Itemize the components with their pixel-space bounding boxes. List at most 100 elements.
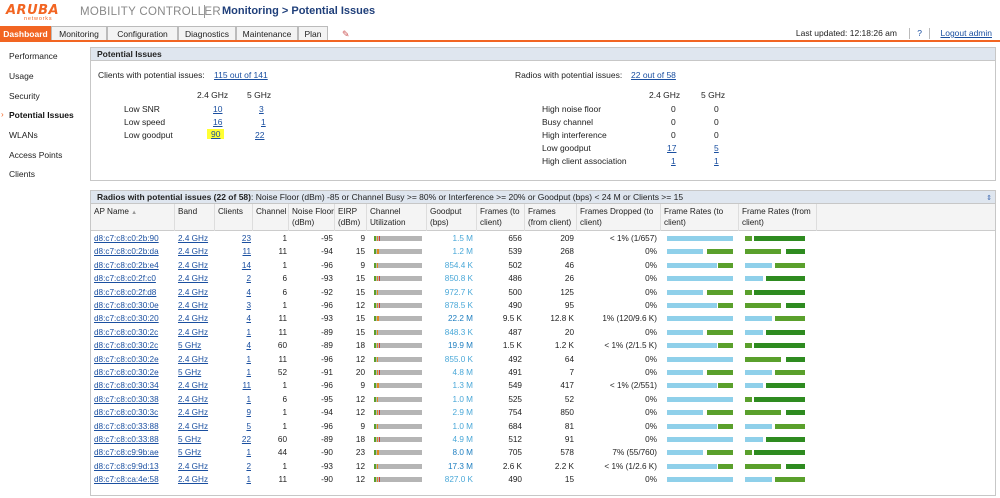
band-link[interactable]: 2.4 GHz (178, 274, 209, 284)
band-link[interactable]: 2.4 GHz (178, 381, 209, 391)
ap-name-link[interactable]: d8:c7:c8:c0:30:2e (94, 354, 159, 364)
clients-link[interactable]: 1 (246, 327, 251, 337)
ap-name-link[interactable]: d8:c7:c8:c0:30:2e (94, 368, 159, 377)
logout-link[interactable]: Logout admin (940, 28, 992, 38)
radios-low-goodput-24[interactable]: 17 (667, 143, 677, 153)
band-link[interactable]: 2.4 GHz (178, 287, 209, 297)
sidebar-item-usage[interactable]: Usage (9, 71, 34, 81)
clients-link[interactable]: 1 (246, 368, 251, 377)
ap-name-link[interactable]: d8:c7:c8:c9:9b:ae (94, 448, 159, 458)
ap-name-link[interactable]: d8:c7:c8:c0:33:88 (94, 421, 159, 431)
clients-link[interactable]: 5 (246, 421, 251, 431)
radios-issues-link[interactable]: 22 out of 58 (631, 70, 676, 80)
band-link[interactable]: 5 GHz (178, 435, 202, 444)
clients-link[interactable]: 23 (241, 234, 251, 243)
clients-link[interactable]: 22 (241, 435, 251, 444)
band-link[interactable]: 2.4 GHz (178, 421, 209, 431)
tab-diagnostics[interactable]: Diagnostics (178, 26, 236, 41)
sidebar-item-access-points[interactable]: Access Points (9, 150, 63, 160)
band-link[interactable]: 2.4 GHz (178, 260, 209, 270)
ap-name-link[interactable]: d8:c7:c8:c0:2f:d8 (94, 287, 157, 297)
tab-maintenance[interactable]: Maintenance (236, 26, 298, 41)
col-goodput[interactable]: Goodput (bps) (427, 204, 477, 231)
band-link[interactable]: 2.4 GHz (178, 461, 209, 471)
clients-link[interactable]: 4 (246, 314, 251, 324)
clients-link[interactable]: 1 (246, 354, 251, 364)
ap-name-link[interactable]: d8:c7:c8:ca:4e:58 (94, 475, 159, 485)
clients-link[interactable]: 1 (246, 448, 251, 458)
col-noise-floor[interactable]: Noise Floor (dBm) (289, 204, 335, 231)
radios-high-assoc-24[interactable]: 1 (671, 156, 676, 166)
frames-dropped-value: 0% (645, 475, 657, 485)
tab-dashboard[interactable]: Dashboard (0, 26, 51, 41)
col-frame-rates-from[interactable]: Frame Rates (from client) (739, 204, 817, 231)
band-link[interactable]: 2.4 GHz (178, 314, 209, 324)
clients-link[interactable]: 4 (246, 341, 251, 351)
ap-name-link[interactable]: d8:c7:c8:c0:30:2c (94, 327, 159, 337)
sidebar-item-performance[interactable]: Performance (9, 51, 58, 61)
ap-name-link[interactable]: d8:c7:c8:c0:30:0e (94, 301, 159, 310)
band-link[interactable]: 2.4 GHz (178, 354, 209, 364)
radios-high-assoc-5[interactable]: 1 (714, 156, 719, 166)
clients-link[interactable]: 2 (246, 461, 251, 471)
ap-name-link[interactable]: d8:c7:c8:c0:30:3c (94, 408, 159, 418)
col-frames-dropped[interactable]: Frames Dropped (to client) (577, 204, 661, 231)
clients-issues-link[interactable]: 115 out of 141 (214, 70, 268, 80)
clients-low-goodput-5[interactable]: 22 (255, 130, 265, 140)
col-frames-to-client[interactable]: Frames (to client) (477, 204, 525, 231)
help-icon[interactable]: ? (917, 28, 922, 38)
ap-name-link[interactable]: d8:c7:c8:c0:30:34 (94, 381, 159, 391)
clients-link[interactable]: 1 (246, 394, 251, 404)
tab-configuration[interactable]: Configuration (107, 26, 178, 41)
ap-name-link[interactable]: d8:c7:c8:c0:30:38 (94, 394, 159, 404)
col-clients[interactable]: Clients (215, 204, 253, 231)
ap-name-link[interactable]: d8:c7:c8:c0:2b:e4 (94, 260, 159, 270)
band-link[interactable]: 2.4 GHz (178, 475, 209, 485)
ap-name-link[interactable]: d8:c7:c8:c9:9d:13 (94, 461, 159, 471)
clients-link[interactable]: 9 (246, 408, 251, 418)
clients-link[interactable]: 11 (242, 247, 252, 257)
ap-name-link[interactable]: d8:c7:c8:c0:2b:90 (94, 234, 159, 243)
col-band[interactable]: Band (175, 204, 215, 231)
clients-low-speed-24[interactable]: 16 (213, 117, 223, 127)
clients-link[interactable]: 2 (246, 274, 251, 284)
clients-low-snr-24[interactable]: 10 (213, 104, 223, 114)
band-link[interactable]: 5 GHz (178, 341, 202, 351)
sidebar-item-potential-issues[interactable]: Potential Issues (9, 110, 74, 120)
clients-low-speed-5[interactable]: 1 (261, 117, 266, 127)
tab-monitoring[interactable]: Monitoring (51, 26, 107, 41)
col-channel[interactable]: Channel (253, 204, 289, 231)
band-link[interactable]: 5 GHz (178, 448, 202, 458)
collapse-arrows-icon[interactable]: ⇕ (986, 195, 992, 202)
sidebar-item-clients[interactable]: Clients (9, 169, 35, 179)
sidebar-item-wlans[interactable]: WLANs (9, 130, 38, 140)
wrench-icon[interactable]: ✎ (342, 29, 350, 39)
col-eirp[interactable]: EIRP (dBm) (335, 204, 367, 231)
ap-name-link[interactable]: d8:c7:c8:c0:33:88 (94, 435, 159, 444)
col-frame-rates-to[interactable]: Frame Rates (to client) (661, 204, 739, 231)
col-ap-name[interactable]: AP Name ▲ (91, 204, 175, 231)
band-link[interactable]: 2.4 GHz (178, 327, 209, 337)
col-channel-utilization[interactable]: Channel Utilization (367, 204, 427, 231)
band-link[interactable]: 2.4 GHz (178, 408, 209, 418)
sidebar-item-security[interactable]: Security (9, 91, 40, 101)
tab-plan[interactable]: Plan (298, 26, 328, 41)
clients-link[interactable]: 1 (246, 475, 251, 485)
clients-low-snr-5[interactable]: 3 (259, 104, 264, 114)
clients-link[interactable]: 4 (246, 287, 251, 297)
band-link[interactable]: 2.4 GHz (178, 394, 209, 404)
ap-name-link[interactable]: d8:c7:c8:c0:2f:c0 (94, 274, 156, 284)
clients-link[interactable]: 3 (246, 301, 251, 310)
clients-link[interactable]: 14 (241, 260, 251, 270)
band-link[interactable]: 2.4 GHz (178, 234, 209, 243)
col-frames-from-client[interactable]: Frames (from client) (525, 204, 577, 231)
band-link[interactable]: 2.4 GHz (178, 247, 209, 257)
clients-link[interactable]: 11 (242, 381, 252, 391)
clients-low-goodput-24[interactable]: 90 (207, 129, 225, 139)
radios-low-goodput-5[interactable]: 5 (714, 143, 719, 153)
ap-name-link[interactable]: d8:c7:c8:c0:2b:da (94, 247, 159, 257)
ap-name-link[interactable]: d8:c7:c8:c0:30:20 (94, 314, 159, 324)
band-link[interactable]: 5 GHz (178, 368, 202, 377)
band-link[interactable]: 2.4 GHz (178, 301, 209, 310)
ap-name-link[interactable]: d8:c7:c8:c0:30:2c (94, 341, 159, 351)
